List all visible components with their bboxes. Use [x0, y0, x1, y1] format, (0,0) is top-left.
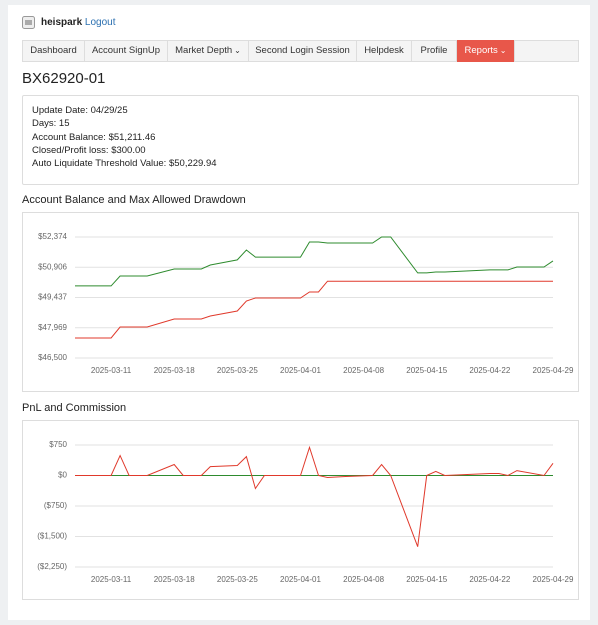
x-tick-label: 2025-04-22 — [469, 575, 510, 584]
info-line: Auto Liquidate Threshold Value: $50,229.… — [32, 158, 217, 170]
y-tick-label: $46,500 — [38, 353, 67, 362]
username: heispark — [41, 17, 83, 28]
x-tick-label: 2025-03-18 — [154, 575, 195, 584]
x-tick-label: 2025-04-29 — [533, 575, 574, 584]
info-line: Update Date: 04/29/25 — [32, 105, 128, 116]
x-tick-label: 2025-04-15 — [406, 575, 447, 584]
nav-bar: Dashboard Account SignUp Market Depth ⌄ Seco… — [22, 40, 579, 62]
info-line: Days: 15 — [32, 118, 70, 130]
nav-item[interactable]: Dashboard — [23, 40, 85, 62]
nav-item[interactable]: Market Depth ⌄ — [168, 40, 249, 62]
dropdown-caret: ⌄ — [234, 46, 241, 55]
info-line: Account Balance: $51,211.46 — [32, 131, 156, 143]
x-tick-label: 2025-03-11 — [91, 575, 132, 584]
y-tick-label: $47,969 — [38, 323, 67, 332]
y-tick-label: $750 — [49, 440, 67, 449]
series-line — [75, 236, 554, 287]
panel — [8, 5, 590, 620]
x-tick-label: 2025-04-15 — [406, 366, 447, 375]
y-tick-label: $0 — [58, 471, 67, 480]
y-tick-label: $49,437 — [38, 293, 67, 302]
logout-link[interactable]: Logout — [84, 17, 116, 28]
y-tick-label: ($1,500) — [37, 532, 67, 541]
y-tick-label: ($750) — [44, 501, 67, 510]
x-tick-label: 2025-03-18 — [154, 366, 195, 375]
nav-label: Profile — [420, 45, 448, 56]
x-tick-label: 2025-04-01 — [280, 575, 321, 584]
series-line — [75, 445, 554, 547]
chart-box — [22, 212, 579, 392]
chart-title: PnL and Commission — [22, 402, 127, 414]
nav-label: Reports — [464, 45, 498, 56]
nav-item[interactable]: Profile — [412, 40, 457, 62]
nav-item[interactable]: Reports ⌄ — [457, 40, 515, 62]
info-line: Closed/Profit loss: $300.00 — [32, 144, 146, 156]
x-tick-label: 2025-03-11 — [91, 366, 132, 375]
x-tick-label: 2025-03-25 — [217, 575, 258, 584]
x-tick-label: 2025-04-29 — [533, 366, 574, 375]
x-tick-label: 2025-04-01 — [280, 366, 321, 375]
nav-item[interactable]: Second Login Session — [249, 40, 357, 62]
nav-label: Market Depth — [175, 45, 233, 56]
x-tick-label: 2025-04-08 — [343, 366, 384, 375]
y-tick-label: $50,906 — [38, 262, 67, 271]
chart-title: Account Balance and Max Allowed Drawdown — [22, 194, 246, 206]
nav-item[interactable]: Helpdesk — [357, 40, 412, 62]
x-tick-label: 2025-04-22 — [469, 366, 510, 375]
dropdown-caret: ⌄ — [499, 46, 507, 55]
nav-label: Helpdesk — [364, 45, 404, 56]
series-line — [75, 280, 553, 339]
chart-box — [22, 420, 579, 600]
y-tick-label: ($2,250) — [37, 562, 67, 571]
nav-label: Account SignUp — [91, 45, 161, 56]
nav-item[interactable]: Account SignUp — [85, 40, 168, 62]
user-icon — [22, 16, 35, 29]
account-title: BX62920-01 — [22, 70, 106, 87]
x-tick-label: 2025-03-25 — [217, 366, 258, 375]
y-tick-label: $52,374 — [38, 232, 67, 241]
x-tick-label: 2025-04-08 — [343, 575, 384, 584]
header: heispark Logout — [41, 17, 116, 28]
nav-label: Second Login Session — [255, 45, 350, 56]
nav-label: Dashboard — [30, 45, 77, 56]
info-box: Update Date: 04/29/25 Days: 15 Account Bal… — [22, 95, 579, 185]
